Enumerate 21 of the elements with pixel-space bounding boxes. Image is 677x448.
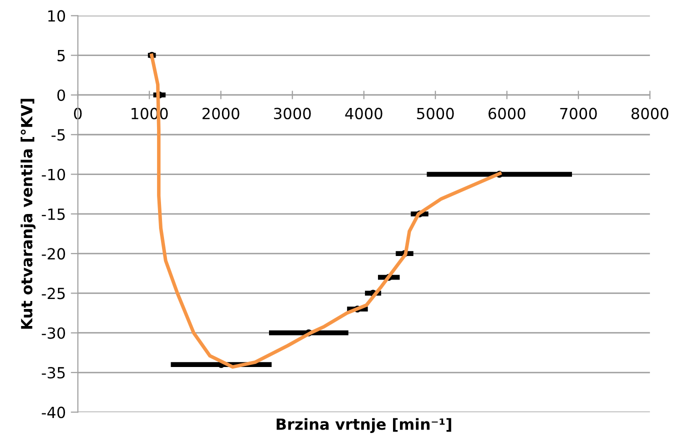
y-tick-label: -30: [42, 327, 66, 339]
x-tick-label: 3000: [274, 108, 311, 120]
x-tick-label: 8000: [632, 108, 668, 120]
x-axis-title: Brzina vrtnje [min⁻¹]: [276, 418, 452, 434]
y-tick-label: 10: [48, 10, 66, 22]
y-tick-label: -5: [52, 129, 65, 141]
y-tick-label: -40: [42, 406, 66, 418]
x-tick-label: 0: [74, 108, 82, 120]
x-tick-label: 4000: [345, 108, 382, 120]
y-tick-label: -15: [42, 208, 65, 220]
y-tick-label: 5: [58, 50, 65, 62]
x-tick-label: 6000: [488, 108, 526, 120]
y-tick-label: -35: [42, 366, 65, 379]
x-tick-label: 2000: [202, 108, 240, 120]
y-tick-label: -10: [42, 168, 66, 180]
y-tick-label: -20: [42, 248, 66, 260]
y-tick-label: -25: [42, 288, 65, 300]
y-axis-title: Kut otvaranja ventila [°KV]: [20, 98, 36, 329]
x-tick-label: 5000: [417, 108, 454, 120]
x-tick-label: 7000: [560, 108, 597, 120]
y-tick-label: 0: [57, 89, 66, 101]
